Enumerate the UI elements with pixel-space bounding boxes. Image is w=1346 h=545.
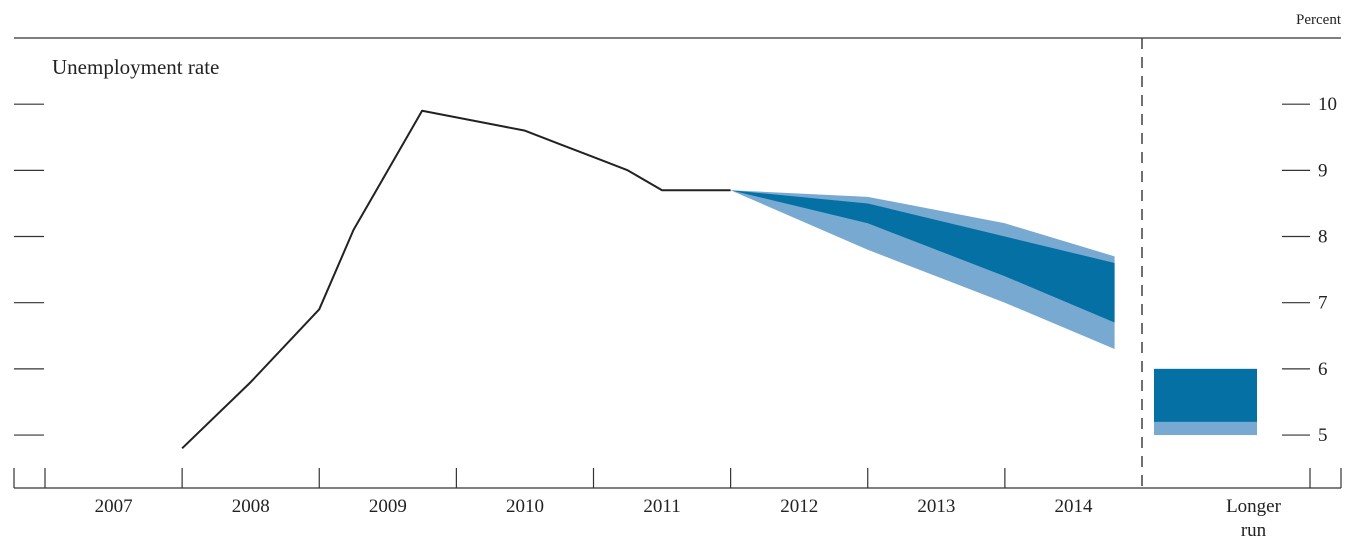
x-tick-label: 2007 bbox=[95, 496, 133, 517]
x-tick-label: 2009 bbox=[369, 496, 407, 517]
projection-central-tendency-band bbox=[730, 190, 1115, 323]
x-tick-label: 2014 bbox=[1054, 496, 1093, 517]
projection-range-band bbox=[730, 190, 1115, 350]
x-tick-label-longer-run: Longer bbox=[1226, 496, 1282, 517]
y-tick-label: 5 bbox=[1318, 425, 1328, 446]
x-tick-label: 2012 bbox=[780, 496, 818, 517]
x-tick-label: 2010 bbox=[506, 496, 544, 517]
chart-frame bbox=[14, 37, 1341, 489]
y-tick-label: 6 bbox=[1318, 359, 1328, 380]
history-series bbox=[181, 109, 731, 450]
x-tick-label: 2011 bbox=[643, 496, 680, 517]
y-axis: 5 6 7 8 9 10 bbox=[14, 94, 1337, 446]
y-tick-label: 9 bbox=[1318, 160, 1328, 181]
x-tick-label-longer-run: run bbox=[1241, 520, 1267, 541]
chart-title: Unemployment rate bbox=[52, 55, 219, 79]
y-axis-unit-label: Percent bbox=[1296, 12, 1342, 28]
x-tick-label: 2013 bbox=[917, 496, 955, 517]
y-tick-label: 8 bbox=[1318, 227, 1328, 248]
longer-run-central-tendency-bar bbox=[1154, 368, 1257, 422]
projection-bands bbox=[730, 190, 1257, 436]
y-tick-label: 7 bbox=[1318, 293, 1328, 314]
y-tick-label: 10 bbox=[1318, 94, 1337, 115]
unemployment-history-line bbox=[181, 109, 731, 450]
x-tick-label: 2008 bbox=[232, 496, 270, 517]
x-axis: 2007 2008 2009 2010 2011 2012 2013 2014 Longer ru… bbox=[13, 468, 1342, 541]
